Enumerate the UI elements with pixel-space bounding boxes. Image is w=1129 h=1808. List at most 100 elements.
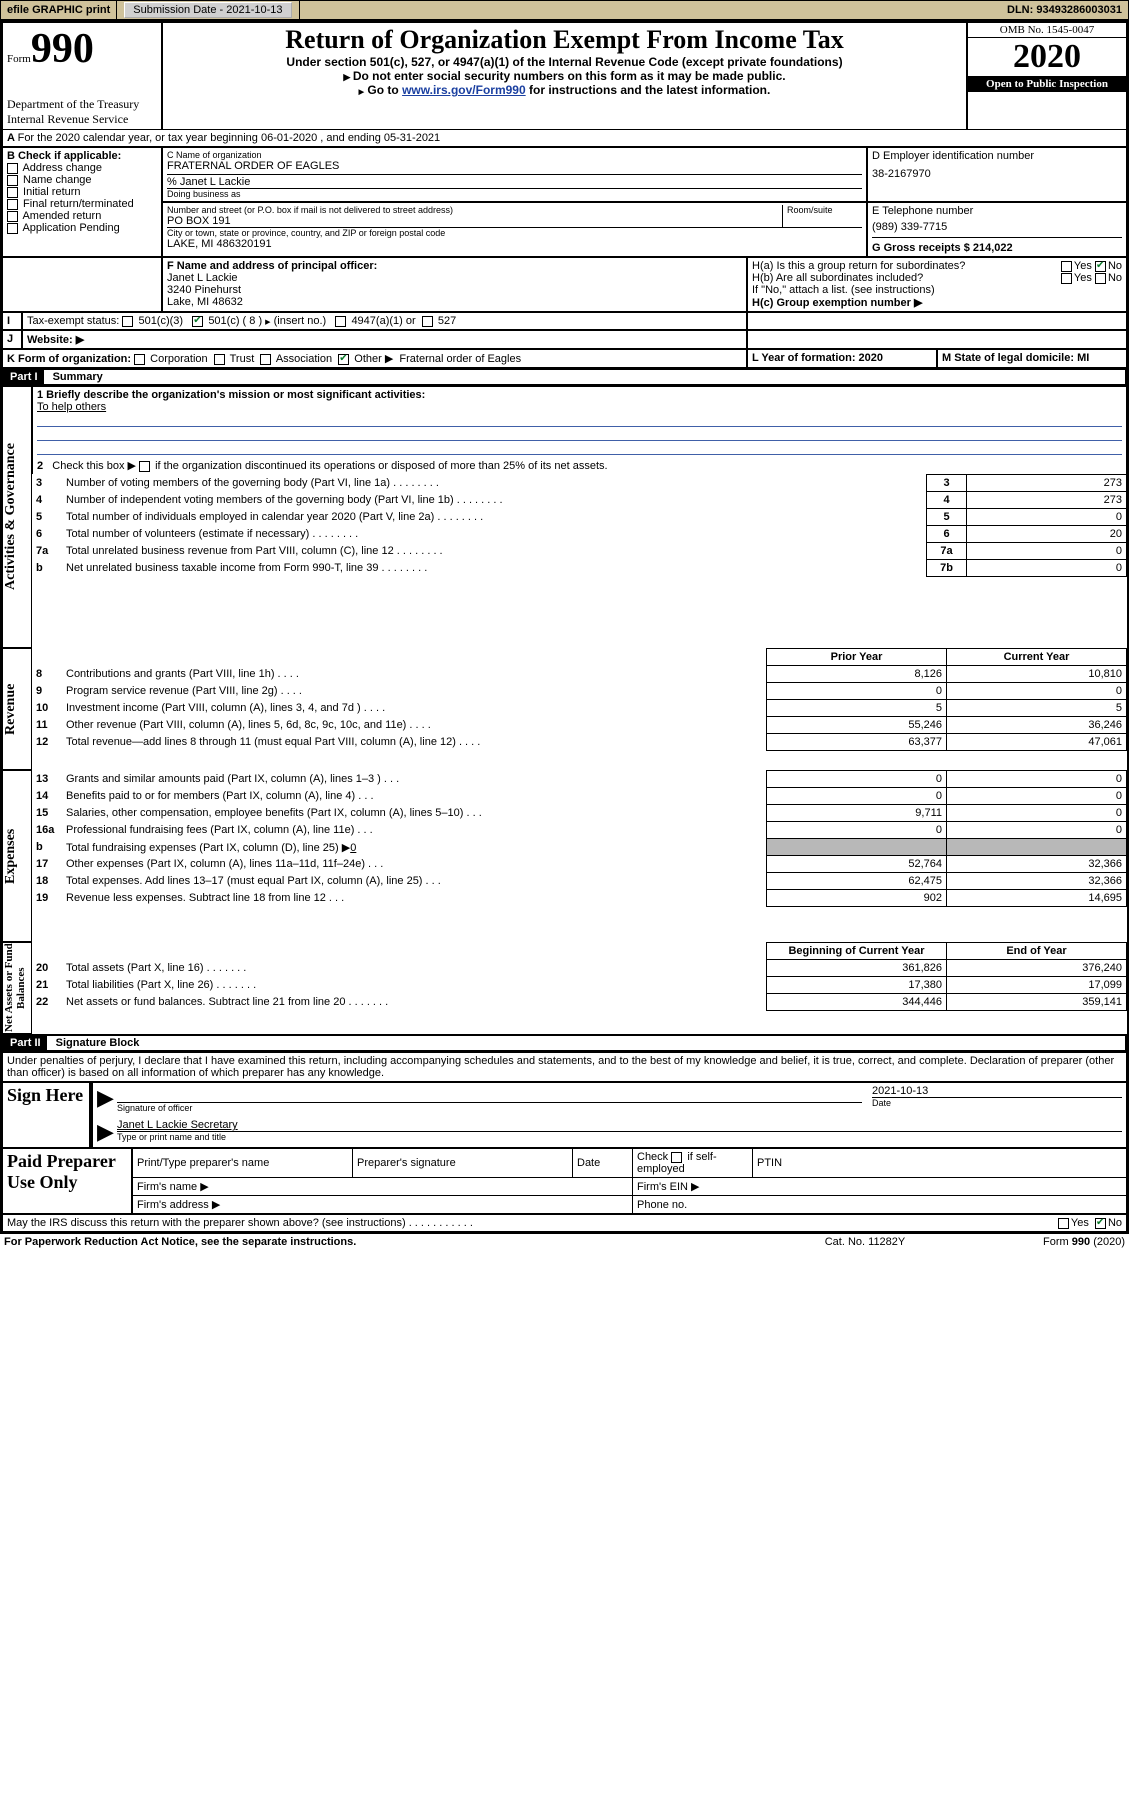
city: LAKE, MI 486320191 [167, 238, 862, 250]
open-inspection: Open to Public Inspection [968, 76, 1126, 92]
city-label: City or town, state or province, country… [167, 228, 862, 238]
hb-no[interactable] [1095, 273, 1106, 284]
hb-yes[interactable] [1061, 273, 1072, 284]
k-opt-checkbox[interactable] [134, 354, 145, 365]
dept-treasury: Department of the Treasury [7, 97, 157, 112]
b-item: Initial return [7, 186, 157, 198]
b-checkbox[interactable] [7, 199, 18, 210]
officer-addr2: Lake, MI 48632 [167, 296, 742, 308]
sig-date: 2021-10-13 [872, 1085, 1122, 1097]
side-netassets: Net Assets or Fund Balances [3, 943, 27, 1033]
perjury-text: Under penalties of perjury, I declare th… [2, 1052, 1127, 1082]
line1-label: 1 Briefly describe the organization's mi… [37, 389, 425, 401]
i-527[interactable] [422, 316, 433, 327]
b-item: Final return/terminated [7, 198, 157, 210]
b-item: Application Pending [7, 222, 157, 234]
dba-label: Doing business as [167, 188, 862, 199]
paid-preparer-label: Paid Preparer Use Only [2, 1148, 132, 1214]
hc-label: H(c) Group exemption number ▶ [752, 297, 922, 309]
care-of: % Janet L Lackie [167, 174, 862, 188]
dln: DLN: 93493286003031 [1001, 1, 1128, 19]
efile-label: efile GRAPHIC print [1, 1, 117, 19]
paperwork-notice: For Paperwork Reduction Act Notice, see … [4, 1236, 765, 1248]
discuss-yes[interactable] [1058, 1218, 1069, 1229]
b-checkbox[interactable] [7, 187, 18, 198]
c-name-label: C Name of organization [167, 150, 862, 160]
subtitle-3: Go to www.irs.gov/Form990 for instructio… [167, 83, 962, 97]
mission-text: To help others [37, 401, 1122, 413]
subtitle-1: Under section 501(c), 527, or 4947(a)(1)… [167, 55, 962, 69]
b-checkbox[interactable] [7, 175, 18, 186]
ein: 38-2167970 [872, 162, 1122, 186]
street: PO BOX 191 [167, 215, 782, 227]
ha-yes[interactable] [1061, 261, 1072, 272]
revenue-table: Prior YearCurrent Year8Contributions and… [32, 648, 1127, 751]
side-activities: Activities & Governance [3, 387, 19, 647]
d-label: D Employer identification number [872, 150, 1122, 162]
governance-table: 3Number of voting members of the governi… [32, 474, 1127, 577]
top-bar: efile GRAPHIC print Submission Date - 20… [0, 0, 1129, 20]
self-employed-checkbox[interactable] [671, 1152, 682, 1163]
typed-label: Type or print name and title [117, 1131, 1122, 1142]
part-i-header: Part I [4, 370, 44, 384]
discuss-no[interactable] [1095, 1218, 1106, 1229]
sig-officer-label: Signature of officer [117, 1103, 862, 1113]
line2-checkbox[interactable] [139, 461, 150, 472]
prep-sig-label: Preparer's signature [353, 1149, 573, 1178]
firm-ein: Firm's EIN ▶ [633, 1178, 1127, 1196]
f-label: F Name and address of principal officer: [167, 260, 377, 272]
form-footer: Form 990 (2020) [965, 1236, 1125, 1248]
telephone: (989) 339-7715 [872, 217, 1122, 237]
sig-date-label: Date [872, 1097, 1122, 1108]
j-letter: J [2, 330, 22, 349]
j-label: Website: ▶ [27, 334, 84, 346]
part-i-title: Summary [47, 371, 103, 383]
side-revenue: Revenue [3, 649, 19, 769]
k-opt-checkbox[interactable] [260, 354, 271, 365]
side-expenses: Expenses [3, 771, 19, 941]
i-501c[interactable] [192, 316, 203, 327]
submission-date-button[interactable]: Submission Date - 2021-10-13 [124, 2, 291, 18]
section-b-label: B Check if applicable: [7, 150, 121, 162]
firm-phone: Phone no. [633, 1196, 1127, 1214]
form-title: Return of Organization Exempt From Incom… [167, 25, 962, 55]
prep-name-label: Print/Type preparer's name [133, 1149, 353, 1178]
b-item: Address change [7, 162, 157, 174]
submission-date-cell: Submission Date - 2021-10-13 [117, 1, 299, 19]
ha-no[interactable] [1095, 261, 1106, 272]
b-item: Name change [7, 174, 157, 186]
i-label: Tax-exempt status: [27, 315, 119, 327]
b-checkbox[interactable] [7, 211, 18, 222]
e-label: E Telephone number [872, 205, 1122, 217]
part-ii-title: Signature Block [50, 1037, 140, 1049]
form-number: Form990 [7, 25, 157, 73]
ha-label: H(a) Is this a group return for subordin… [752, 260, 1061, 272]
sign-arrow-icon: ▶ [97, 1085, 117, 1113]
k-opt-checkbox[interactable] [338, 354, 349, 365]
b-checkbox[interactable] [7, 163, 18, 174]
omb-no: OMB No. 1545-0047 [968, 23, 1126, 38]
officer-name: Janet L Lackie [167, 272, 742, 284]
i-4947[interactable] [335, 316, 346, 327]
b-checkbox[interactable] [7, 223, 18, 234]
m-label: M State of legal domicile: MI [942, 352, 1089, 364]
b-item: Amended return [7, 210, 157, 222]
sign-here-label: Sign Here [2, 1082, 92, 1148]
discuss-label: May the IRS discuss this return with the… [7, 1217, 1058, 1229]
part-ii-header: Part II [4, 1036, 47, 1050]
room-label: Room/suite [787, 205, 862, 215]
i-letter: I [2, 312, 22, 330]
line2: 2 Check this box ▶ if the organization d… [37, 460, 608, 472]
prep-selfemp: Check if self-employed [633, 1149, 753, 1178]
l-label: L Year of formation: 2020 [752, 352, 883, 364]
firm-addr: Firm's address ▶ [133, 1196, 633, 1214]
g-gross: G Gross receipts $ 214,022 [872, 242, 1013, 254]
typed-name: Janet L Lackie Secretary [117, 1119, 1122, 1131]
hb-label: H(b) Are all subordinates included? [752, 272, 1061, 284]
k-opt-checkbox[interactable] [214, 354, 225, 365]
i-501c3[interactable] [122, 316, 133, 327]
ptin-label: PTIN [753, 1149, 1127, 1178]
netassets-table: Beginning of Current YearEnd of Year20To… [32, 942, 1127, 1011]
line-a: A For the 2020 calendar year, or tax yea… [2, 130, 1127, 147]
form990-link[interactable]: www.irs.gov/Form990 [402, 83, 526, 97]
